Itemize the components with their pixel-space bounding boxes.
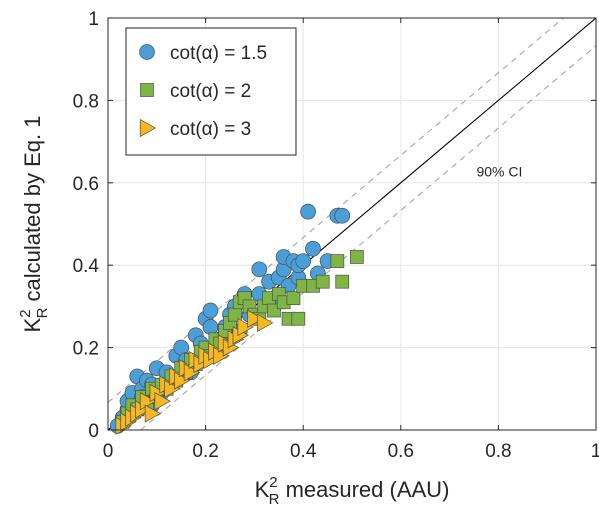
triangle-right-point [174,371,191,390]
triangle-right-point [154,392,171,411]
triangle-right-point [213,346,230,365]
circle-point [202,319,219,335]
plot-area-frame [107,17,597,431]
circle-point [300,203,316,220]
legend-square-marker [140,83,154,97]
legend-label: cot(α) = 1.5 [170,43,267,64]
data-points [109,203,364,435]
circle-point [334,207,351,224]
circle-point [202,302,219,319]
square-point [291,311,306,326]
legend-circle-marker [139,44,155,60]
x-tick-label: 0.4 [290,441,317,462]
y-axis-title: K2R calculated by Eq. 1 [17,116,51,333]
circle-point [305,240,321,257]
x-axis-title: K2 R measured (AAU) [255,474,450,508]
triangle-right-point [144,404,162,423]
y-tick-label: 0.2 [73,339,99,360]
square-point [330,254,345,268]
legend-box [125,27,297,156]
series-triangle-right [115,309,274,435]
circle-point [295,253,312,269]
axis-title-main: K [255,477,270,502]
y-tick-label: 0 [88,421,99,442]
axis-title-main: K [20,317,45,332]
triangle-right-point [183,363,201,382]
x-tick-label: 0.6 [388,441,414,462]
axis-title-superscript: 2 [269,474,277,491]
axis-title-text: measured (AAU) [279,477,449,502]
x-tick-label: 1 [591,441,599,462]
legend: cot(α) = 1.5 cot(α) = 2 cot(α) = 3 [125,27,297,156]
x-tick-label: 0.8 [485,441,511,462]
y-tick-label: 0.6 [73,174,99,195]
axis-title-superscript: 2 [17,309,34,317]
square-point [286,291,301,306]
triangle-right-point [164,379,181,398]
square-point [315,274,330,289]
legend-label: cot(α) = 3 [170,119,251,140]
ci-bound-line [140,45,596,430]
triangle-right-point [139,392,157,411]
legend-triangle-right-marker [139,118,157,138]
y-tick-label: 1 [88,9,99,30]
legend-label: cot(α) = 2 [170,81,251,102]
axis-title-subscript: R [269,491,280,508]
y-tick-label: 0.8 [73,91,99,112]
y-tick-label: 0.4 [73,256,100,277]
axis-title-subscript: R [34,307,51,318]
square-point [335,274,350,289]
ci-annotation: 90% CI [476,164,522,180]
axis-ticks: 0 0.2 0.4 0.6 0.8 1 0 0.2 0.4 0.6 0.8 1 [73,9,599,462]
triangle-right-point [247,309,264,328]
axis-title-text: calculated by Eq. 1 [20,116,45,308]
circle-point [251,261,268,278]
square-point [350,250,364,264]
triangle-right-point [237,317,254,337]
x-tick-label: 0.2 [192,441,218,462]
x-tick-label: 0 [103,441,114,462]
triangle-right-point [257,313,274,332]
